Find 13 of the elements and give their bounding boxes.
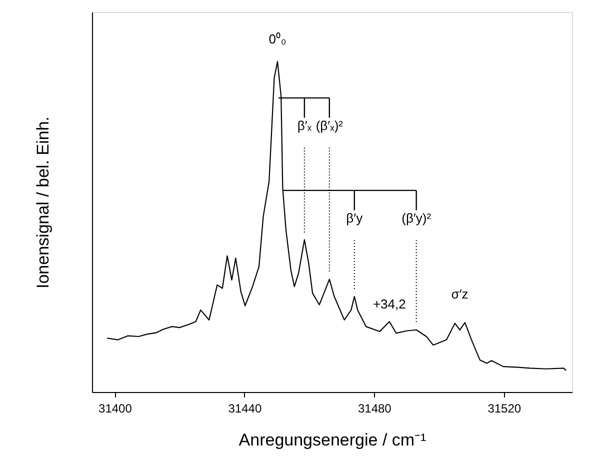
- annotation: (β′ₓ)²: [316, 118, 344, 133]
- y-axis-title: Ionensignal / bel. Einh.: [34, 116, 52, 289]
- x-tick-label: 31400: [98, 402, 132, 416]
- annotation: σ′z: [451, 286, 468, 302]
- x-tick-label: 31520: [488, 402, 522, 416]
- annotation: β′ₓ: [297, 118, 312, 133]
- annotation: 0⁰₀: [268, 31, 286, 46]
- annotation: (β′y)²: [402, 210, 432, 226]
- annotation: +34,2: [372, 296, 406, 312]
- x-tick-label: 31440: [228, 402, 262, 416]
- x-tick-label: 31480: [358, 402, 392, 416]
- x-axis-title: Anregungsenergie / cm⁻¹: [238, 430, 427, 450]
- annotation: β′y: [346, 210, 364, 226]
